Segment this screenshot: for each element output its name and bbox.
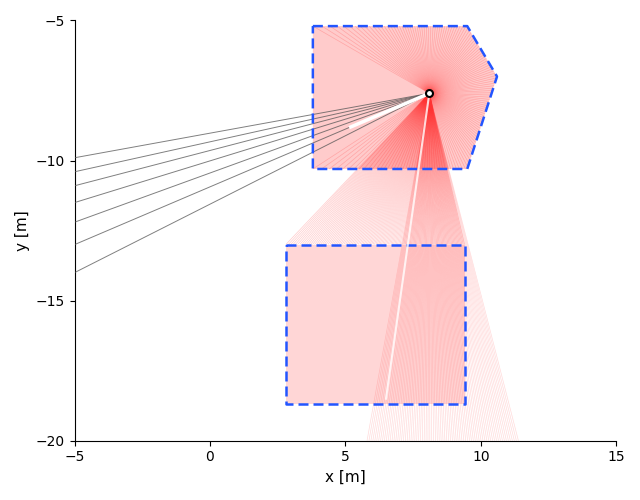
Y-axis label: y [m]: y [m] — [15, 210, 30, 251]
Polygon shape — [286, 244, 465, 404]
Polygon shape — [313, 26, 497, 169]
X-axis label: x [m]: x [m] — [325, 470, 365, 485]
